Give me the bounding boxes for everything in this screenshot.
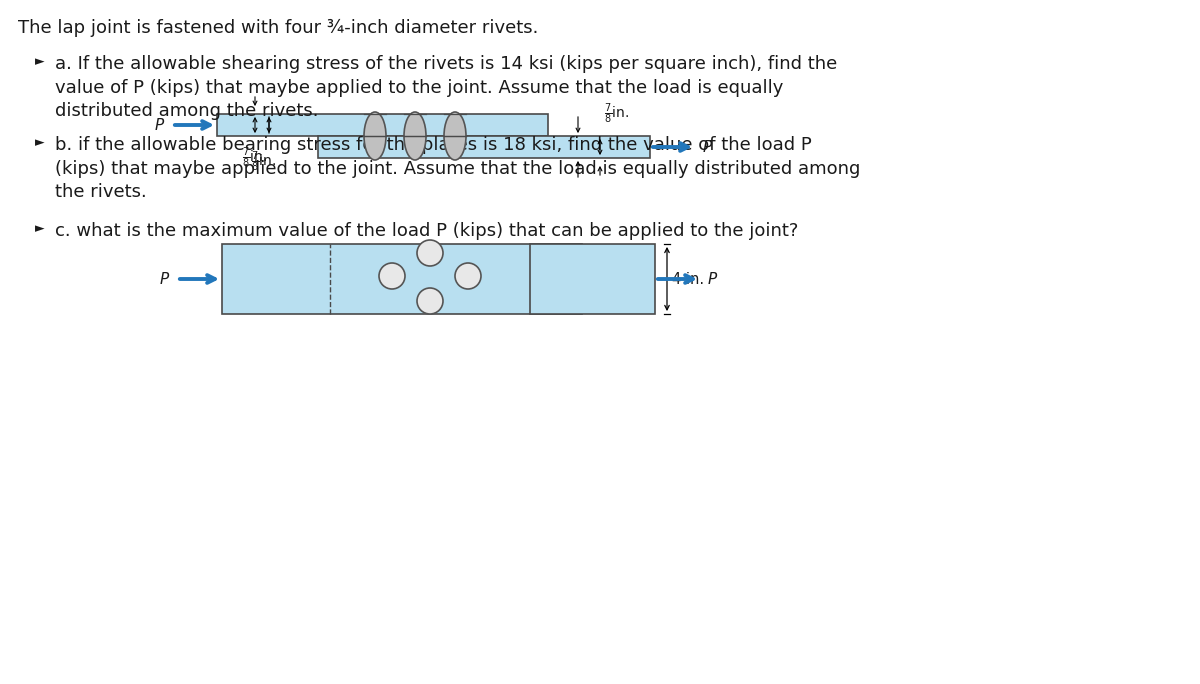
Ellipse shape xyxy=(404,112,426,160)
Text: ►: ► xyxy=(35,136,44,149)
Ellipse shape xyxy=(364,112,386,160)
Text: $\frac{7}{8}$in.: $\frac{7}{8}$in. xyxy=(242,146,268,170)
Text: ►: ► xyxy=(35,55,44,68)
Bar xyxy=(318,136,650,158)
Text: P: P xyxy=(155,118,164,133)
Text: P: P xyxy=(160,272,169,287)
Text: 4 in.: 4 in. xyxy=(672,272,704,287)
Text: b. if the allowable bearing stress for the plates is 18 ksi, find the value of t: b. if the allowable bearing stress for t… xyxy=(55,136,860,201)
Circle shape xyxy=(455,263,481,289)
Text: P: P xyxy=(703,140,713,155)
Circle shape xyxy=(379,263,406,289)
Bar xyxy=(530,244,655,314)
Text: c. what is the maximum value of the load P (kips) that can be applied to the joi: c. what is the maximum value of the load… xyxy=(55,222,798,240)
Circle shape xyxy=(418,240,443,266)
Circle shape xyxy=(418,288,443,314)
Bar xyxy=(222,244,582,314)
Ellipse shape xyxy=(444,112,466,160)
Text: $\frac{7}{8}$in.: $\frac{7}{8}$in. xyxy=(251,150,277,174)
Text: a. If the allowable shearing stress of the rivets is 14 ksi (kips per square inc: a. If the allowable shearing stress of t… xyxy=(55,55,838,120)
Text: ►: ► xyxy=(35,222,44,235)
Text: P: P xyxy=(708,272,718,287)
Bar xyxy=(217,114,548,136)
Text: $\frac{7}{8}$in.: $\frac{7}{8}$in. xyxy=(604,102,630,126)
Text: The lap joint is fastened with four ¾-inch diameter rivets.: The lap joint is fastened with four ¾-in… xyxy=(18,19,539,37)
